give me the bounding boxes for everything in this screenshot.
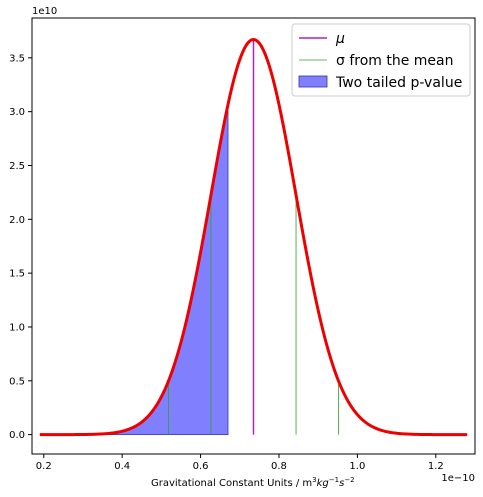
x-axis-label: Gravitational Constant Units / m3kg−1s−2 (151, 476, 355, 489)
legend: μ σ from the mean Two tailed p-value (291, 23, 471, 97)
y-offset-text: 1e10 (32, 6, 57, 17)
y-tick-label-6: 3.0 (9, 107, 25, 118)
y-tick-label-3: 1.5 (9, 269, 25, 280)
y-tick-label-7: 3.5 (9, 53, 25, 64)
legend-swatch-pvalue (298, 75, 328, 88)
x-offset-text: 1e−10 (441, 473, 475, 484)
y-tick-label-2: 1.0 (9, 322, 25, 333)
legend-label-sigma: σ from the mean (336, 53, 453, 69)
axes-frame (31, 17, 476, 455)
x-tick-label-2: 0.6 (193, 461, 209, 472)
x-tick-label-3: 0.8 (271, 461, 287, 472)
y-tick-label-5: 2.5 (9, 161, 25, 172)
x-tick-label-1: 0.4 (114, 461, 130, 472)
legend-label-pvalue: Two tailed p-value (335, 75, 462, 91)
x-tick-label-4: 1.0 (349, 461, 365, 472)
legend-box (291, 23, 471, 97)
gaussian-curve (39, 38, 468, 437)
y-tick-label-0: 0.0 (9, 430, 25, 441)
y-axis: 0.0 0.5 1.0 1.5 2.0 2.5 3.0 3.5 (9, 53, 32, 441)
y-tick-label-4: 2.0 (9, 215, 25, 226)
plot-layer (39, 38, 468, 437)
x-axis: 0.2 0.4 0.6 0.8 1.0 1.2 (36, 454, 444, 472)
legend-label-mu: μ (335, 31, 345, 47)
x-tick-label-0: 0.2 (36, 461, 52, 472)
x-tick-label-5: 1.2 (428, 461, 444, 472)
y-tick-label-1: 0.5 (9, 376, 25, 387)
